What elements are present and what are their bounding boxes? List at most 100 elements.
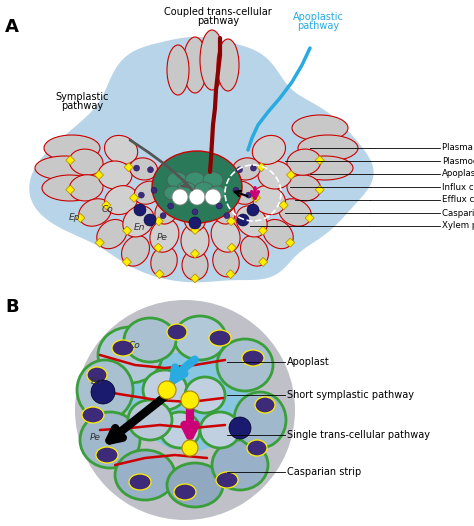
Ellipse shape [194, 182, 214, 198]
Ellipse shape [80, 412, 140, 468]
Text: Apoplastic: Apoplastic [292, 12, 344, 22]
Ellipse shape [200, 412, 240, 448]
Ellipse shape [44, 135, 100, 161]
Text: pathway: pathway [197, 16, 239, 26]
Ellipse shape [255, 397, 275, 413]
Polygon shape [102, 200, 111, 210]
Circle shape [216, 203, 222, 209]
Polygon shape [129, 194, 138, 203]
Ellipse shape [287, 175, 321, 201]
Ellipse shape [247, 440, 267, 456]
Ellipse shape [203, 172, 223, 188]
Polygon shape [279, 200, 288, 210]
Circle shape [75, 300, 295, 520]
Ellipse shape [263, 219, 293, 249]
Circle shape [134, 165, 140, 171]
Polygon shape [259, 257, 268, 266]
Circle shape [224, 213, 230, 219]
Polygon shape [66, 156, 75, 165]
Ellipse shape [181, 224, 209, 258]
Ellipse shape [77, 360, 133, 420]
Polygon shape [258, 226, 267, 235]
Polygon shape [251, 194, 260, 203]
Ellipse shape [69, 175, 103, 201]
Text: Co: Co [102, 206, 114, 215]
Circle shape [160, 213, 166, 219]
Polygon shape [226, 270, 235, 279]
Polygon shape [155, 270, 164, 279]
Circle shape [144, 214, 156, 226]
Ellipse shape [287, 149, 321, 175]
Ellipse shape [167, 463, 223, 507]
Polygon shape [76, 214, 85, 222]
Text: Casparian strip: Casparian strip [442, 208, 474, 217]
Polygon shape [94, 170, 103, 179]
Ellipse shape [208, 186, 226, 200]
Ellipse shape [185, 377, 225, 413]
Ellipse shape [233, 158, 260, 180]
Ellipse shape [211, 219, 240, 252]
Ellipse shape [35, 156, 95, 180]
Text: Casparian strip: Casparian strip [287, 467, 361, 477]
Ellipse shape [97, 219, 127, 249]
Text: Ep: Ep [69, 214, 81, 222]
Circle shape [247, 204, 259, 216]
Circle shape [192, 220, 198, 226]
Ellipse shape [42, 175, 98, 201]
Text: pathway: pathway [297, 21, 339, 31]
Ellipse shape [184, 204, 206, 231]
Ellipse shape [176, 182, 196, 198]
Ellipse shape [298, 135, 358, 161]
Ellipse shape [234, 392, 286, 448]
Ellipse shape [182, 250, 208, 280]
Ellipse shape [167, 172, 187, 188]
Ellipse shape [160, 412, 200, 448]
Circle shape [229, 417, 251, 439]
Ellipse shape [217, 339, 273, 391]
Polygon shape [122, 257, 131, 266]
Polygon shape [191, 226, 200, 235]
Ellipse shape [121, 236, 149, 266]
Polygon shape [191, 249, 200, 258]
Circle shape [181, 391, 199, 409]
Ellipse shape [104, 135, 137, 164]
Ellipse shape [240, 236, 268, 266]
Circle shape [147, 167, 154, 173]
Polygon shape [124, 163, 133, 171]
Text: Efflux carrier: Efflux carrier [442, 196, 474, 205]
Polygon shape [125, 350, 250, 450]
Text: Influx carrier: Influx carrier [442, 183, 474, 191]
Ellipse shape [152, 151, 242, 223]
Polygon shape [95, 238, 104, 247]
Text: Pe: Pe [156, 234, 167, 242]
Ellipse shape [82, 407, 104, 423]
Polygon shape [227, 217, 236, 226]
Ellipse shape [279, 199, 311, 226]
Ellipse shape [155, 198, 179, 224]
Ellipse shape [236, 206, 267, 237]
Ellipse shape [213, 246, 239, 277]
Ellipse shape [115, 450, 175, 500]
Ellipse shape [79, 199, 111, 226]
Circle shape [138, 192, 144, 198]
Circle shape [237, 167, 243, 173]
Circle shape [237, 214, 249, 226]
Ellipse shape [216, 472, 238, 488]
Ellipse shape [87, 367, 107, 383]
Ellipse shape [112, 340, 134, 356]
Circle shape [151, 187, 157, 194]
Text: Co: Co [129, 340, 141, 349]
Polygon shape [30, 38, 373, 281]
Ellipse shape [134, 181, 161, 204]
Text: Apoplast: Apoplast [287, 357, 330, 367]
Polygon shape [305, 214, 314, 222]
Ellipse shape [98, 327, 162, 383]
Polygon shape [123, 226, 132, 235]
Polygon shape [286, 238, 295, 247]
Polygon shape [66, 185, 75, 194]
Ellipse shape [98, 161, 132, 189]
Ellipse shape [242, 350, 264, 366]
Polygon shape [286, 170, 295, 179]
Circle shape [182, 440, 198, 456]
Text: Plasmodesmata: Plasmodesmata [442, 157, 474, 166]
